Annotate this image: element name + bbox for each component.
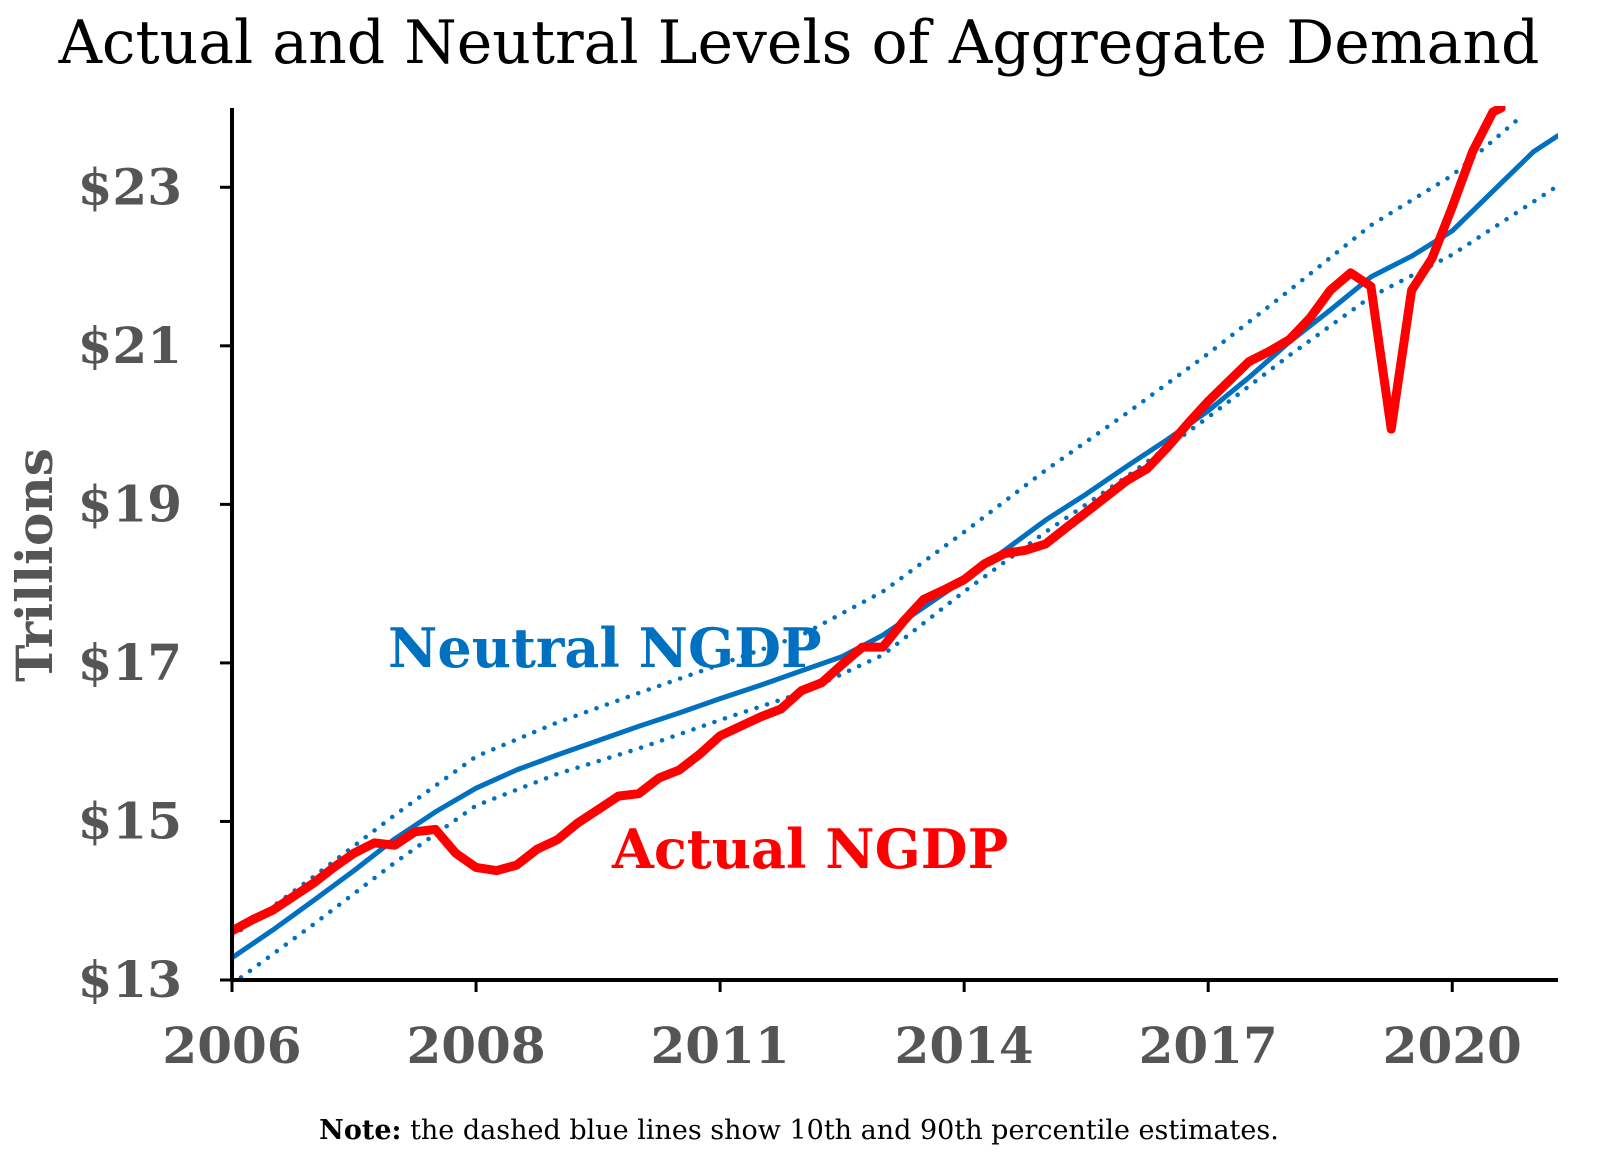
axes-layer: $13 $15 $17 $19 $21 $23 2006 2008 2011 2014 2017 20… [5,108,1558,1075]
y-tick-label: $23 [78,157,182,216]
x-tick-label: 2006 [162,1016,301,1075]
neutral-ngdp-label: Neutral NGDP [388,616,822,680]
note-text: the dashed blue lines show 10th and 90th… [401,1115,1279,1146]
actual-ngdp-label: Actual NGDP [611,817,1008,881]
series-layer [232,106,1558,980]
chart-title: Actual and Neutral Levels of Aggregate D… [58,8,1540,78]
note-bold-label: Note: [319,1115,402,1146]
x-tick-label: 2008 [406,1016,545,1075]
x-tick-label: 2014 [895,1016,1034,1075]
y-tick-label: $13 [78,950,182,1009]
y-tick-label: $17 [78,633,182,692]
y-tick-label: $19 [78,474,182,533]
y-tick-label: $21 [78,316,182,375]
y-tick-label: $15 [78,791,182,850]
series-line-actual-ngdp [232,106,1506,936]
y-axis-title: Trillions [5,448,64,682]
chart-note: Note: the dashed blue lines show 10th an… [0,1115,1598,1146]
x-tick-label: 2020 [1383,1016,1522,1075]
labels-layer: Neutral NGDP Actual NGDP [388,616,1008,881]
series-line-neutral-ngdp-10th-percentile [233,183,1558,980]
series-line-neutral-ngdp-90th-percentile [232,117,1520,939]
x-tick-label: 2011 [651,1016,790,1075]
x-tick-label: 2017 [1139,1016,1278,1075]
